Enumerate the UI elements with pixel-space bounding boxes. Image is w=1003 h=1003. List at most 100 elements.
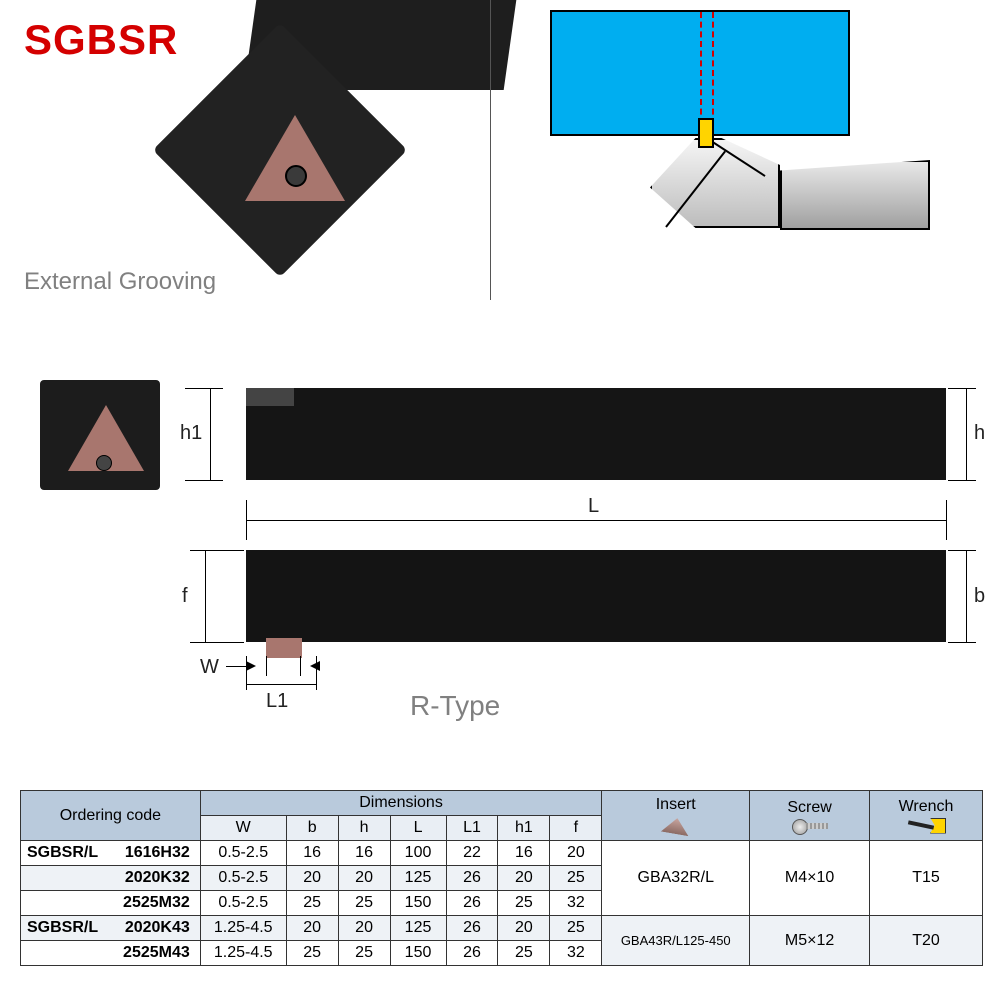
- dim-label-f: f: [182, 585, 188, 608]
- cell-h: 16: [338, 841, 390, 866]
- screw-icon: [792, 819, 828, 833]
- dim-ext: [300, 656, 301, 676]
- th-screw-label: Screw: [787, 799, 831, 817]
- dim-label-b: b: [974, 585, 985, 608]
- cell-ordering-code: 2020K32: [21, 866, 201, 891]
- photo-screw-icon: [285, 165, 307, 187]
- cell-W: 0.5-2.5: [200, 866, 286, 891]
- dim-ext: [185, 480, 223, 481]
- th-h1: h1: [498, 816, 550, 841]
- divider-vertical: [490, 0, 491, 300]
- cell-L1: 22: [446, 841, 498, 866]
- dim-arrow-h1: [210, 388, 211, 480]
- dim-label-L: L: [588, 495, 599, 518]
- th-f: f: [550, 816, 602, 841]
- cell-ordering-code: SGBSR/L 2020K43: [21, 916, 201, 941]
- cell-b: 25: [286, 941, 338, 966]
- cell-f: 25: [550, 916, 602, 941]
- cell-L1: 26: [446, 916, 498, 941]
- side-view-notch: [246, 388, 294, 406]
- dim-ext: [185, 388, 223, 389]
- cell-f: 32: [550, 941, 602, 966]
- th-W: W: [200, 816, 286, 841]
- front-view-screw-icon: [96, 455, 112, 471]
- cell-W: 1.25-4.5: [200, 916, 286, 941]
- dim-ext: [948, 388, 976, 389]
- th-h: h: [338, 816, 390, 841]
- dim-ext: [266, 656, 267, 676]
- dim-arrow-f: [205, 550, 206, 642]
- dim-arrow-W-head-icon: [246, 661, 256, 671]
- th-ordering-code: Ordering code: [21, 791, 201, 841]
- insert-icon: [661, 815, 691, 836]
- dim-label-h1: h1: [180, 422, 202, 445]
- table-row: SGBSR/L 2020K431.25-4.52020125262025GBA4…: [21, 916, 983, 941]
- cell-L1: 26: [446, 891, 498, 916]
- side-view-bar-bottom: [246, 550, 946, 642]
- cell-f: 32: [550, 891, 602, 916]
- side-view-bar-top: [246, 388, 946, 480]
- schematic-insert-tip: [698, 118, 714, 148]
- cell-h: 20: [338, 866, 390, 891]
- cell-h1: 20: [498, 866, 550, 891]
- dim-arrow-L1: [246, 684, 316, 685]
- th-dimensions: Dimensions: [200, 791, 602, 816]
- th-b: b: [286, 816, 338, 841]
- dim-label-h: h: [974, 422, 985, 445]
- top-view-insert-tip: [266, 638, 302, 658]
- spec-table: Ordering code Dimensions Insert Screw: [20, 790, 983, 966]
- th-wrench-label: Wrench: [899, 798, 954, 816]
- cell-insert: GBA32R/L: [602, 841, 750, 916]
- photo-insert: [245, 115, 345, 201]
- cell-wrench: T20: [870, 916, 983, 966]
- cell-h: 25: [338, 891, 390, 916]
- table-body: SGBSR/L 1616H320.5-2.51616100221620GBA32…: [21, 841, 983, 966]
- cell-h1: 25: [498, 941, 550, 966]
- cell-insert: GBA43R/L125-450: [602, 916, 750, 966]
- cell-ordering-code: SGBSR/L 1616H32: [21, 841, 201, 866]
- th-wrench: Wrench: [870, 791, 983, 841]
- table-row: SGBSR/L 1616H320.5-2.51616100221620GBA32…: [21, 841, 983, 866]
- dim-arrow-L: [246, 520, 946, 521]
- cell-L: 125: [390, 866, 446, 891]
- cell-f: 25: [550, 866, 602, 891]
- cell-b: 16: [286, 841, 338, 866]
- cell-L1: 26: [446, 941, 498, 966]
- dim-arrow-W-head2-icon: [310, 661, 320, 671]
- cell-h: 25: [338, 941, 390, 966]
- cell-b: 20: [286, 866, 338, 891]
- cell-screw: M5×12: [750, 916, 870, 966]
- dim-label-W: W: [200, 656, 219, 679]
- cell-ordering-code: 2525M32: [21, 891, 201, 916]
- cell-wrench: T15: [870, 841, 983, 916]
- cell-W: 1.25-4.5: [200, 941, 286, 966]
- product-photo: [150, 0, 470, 260]
- th-L1: L1: [446, 816, 498, 841]
- th-screw: Screw: [750, 791, 870, 841]
- schematic-diagram: [550, 10, 950, 240]
- cell-f: 20: [550, 841, 602, 866]
- product-subtitle: External Grooving: [24, 268, 216, 296]
- cell-h1: 20: [498, 916, 550, 941]
- cell-L1: 26: [446, 866, 498, 891]
- cell-b: 20: [286, 916, 338, 941]
- cell-W: 0.5-2.5: [200, 891, 286, 916]
- cell-L: 125: [390, 916, 446, 941]
- dim-ext: [948, 550, 976, 551]
- dim-ext: [190, 642, 244, 643]
- schematic-dashline-1: [700, 12, 702, 134]
- cell-b: 25: [286, 891, 338, 916]
- dim-arrow-h: [966, 388, 967, 480]
- cell-L: 150: [390, 891, 446, 916]
- cell-L: 100: [390, 841, 446, 866]
- schematic-holder-shank: [780, 160, 930, 230]
- cell-h: 20: [338, 916, 390, 941]
- schematic-dashline-2: [712, 12, 714, 134]
- cell-screw: M4×10: [750, 841, 870, 916]
- dim-ext: [946, 500, 947, 540]
- cell-W: 0.5-2.5: [200, 841, 286, 866]
- dim-label-L1: L1: [266, 690, 288, 713]
- dim-arrow-b: [966, 550, 967, 642]
- th-insert: Insert: [602, 791, 750, 841]
- th-L: L: [390, 816, 446, 841]
